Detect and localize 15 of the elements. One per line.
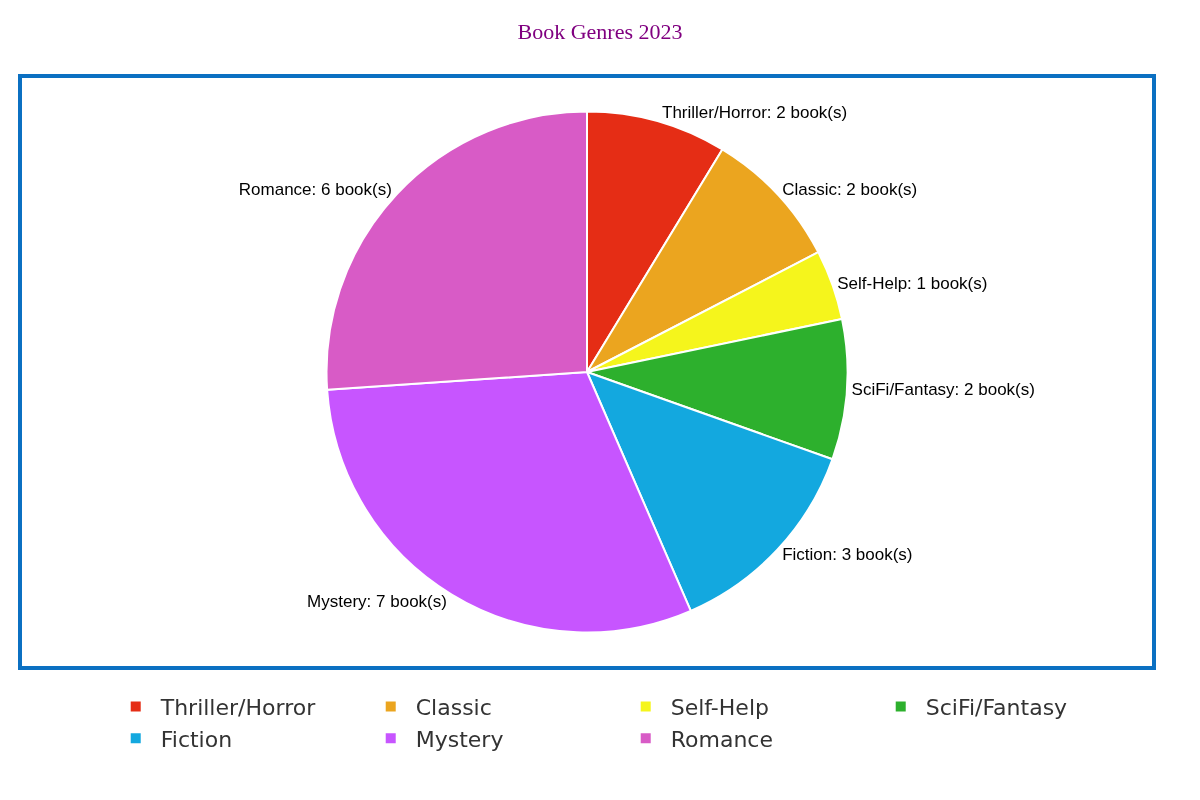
data-label: Classic: 2 book(s): [782, 180, 918, 200]
legend-label: Classic: [415, 695, 492, 721]
data-label: Fiction: 3 book(s): [782, 544, 913, 564]
legend-label: Fiction: [160, 726, 233, 752]
data-label: Mystery: 7 book(s): [307, 591, 447, 611]
data-label: Romance: 6 book(s): [238, 180, 392, 200]
data-label: SciFi/Fantasy: 2 book(s): [851, 380, 1035, 400]
legend-label: Mystery: [415, 726, 504, 752]
legend-label: SciFi/Fantasy: [925, 695, 1068, 721]
data-label: Thriller/Horror: 2 book(s): [662, 102, 848, 122]
legend-label: Romance: [670, 726, 773, 752]
legend-label: Self-Help: [670, 695, 769, 721]
chart-title: Book Genres 2023: [517, 19, 683, 45]
data-label: Self-Help: 1 book(s): [837, 274, 988, 294]
legend-label: Thriller/Horror: [159, 695, 317, 721]
